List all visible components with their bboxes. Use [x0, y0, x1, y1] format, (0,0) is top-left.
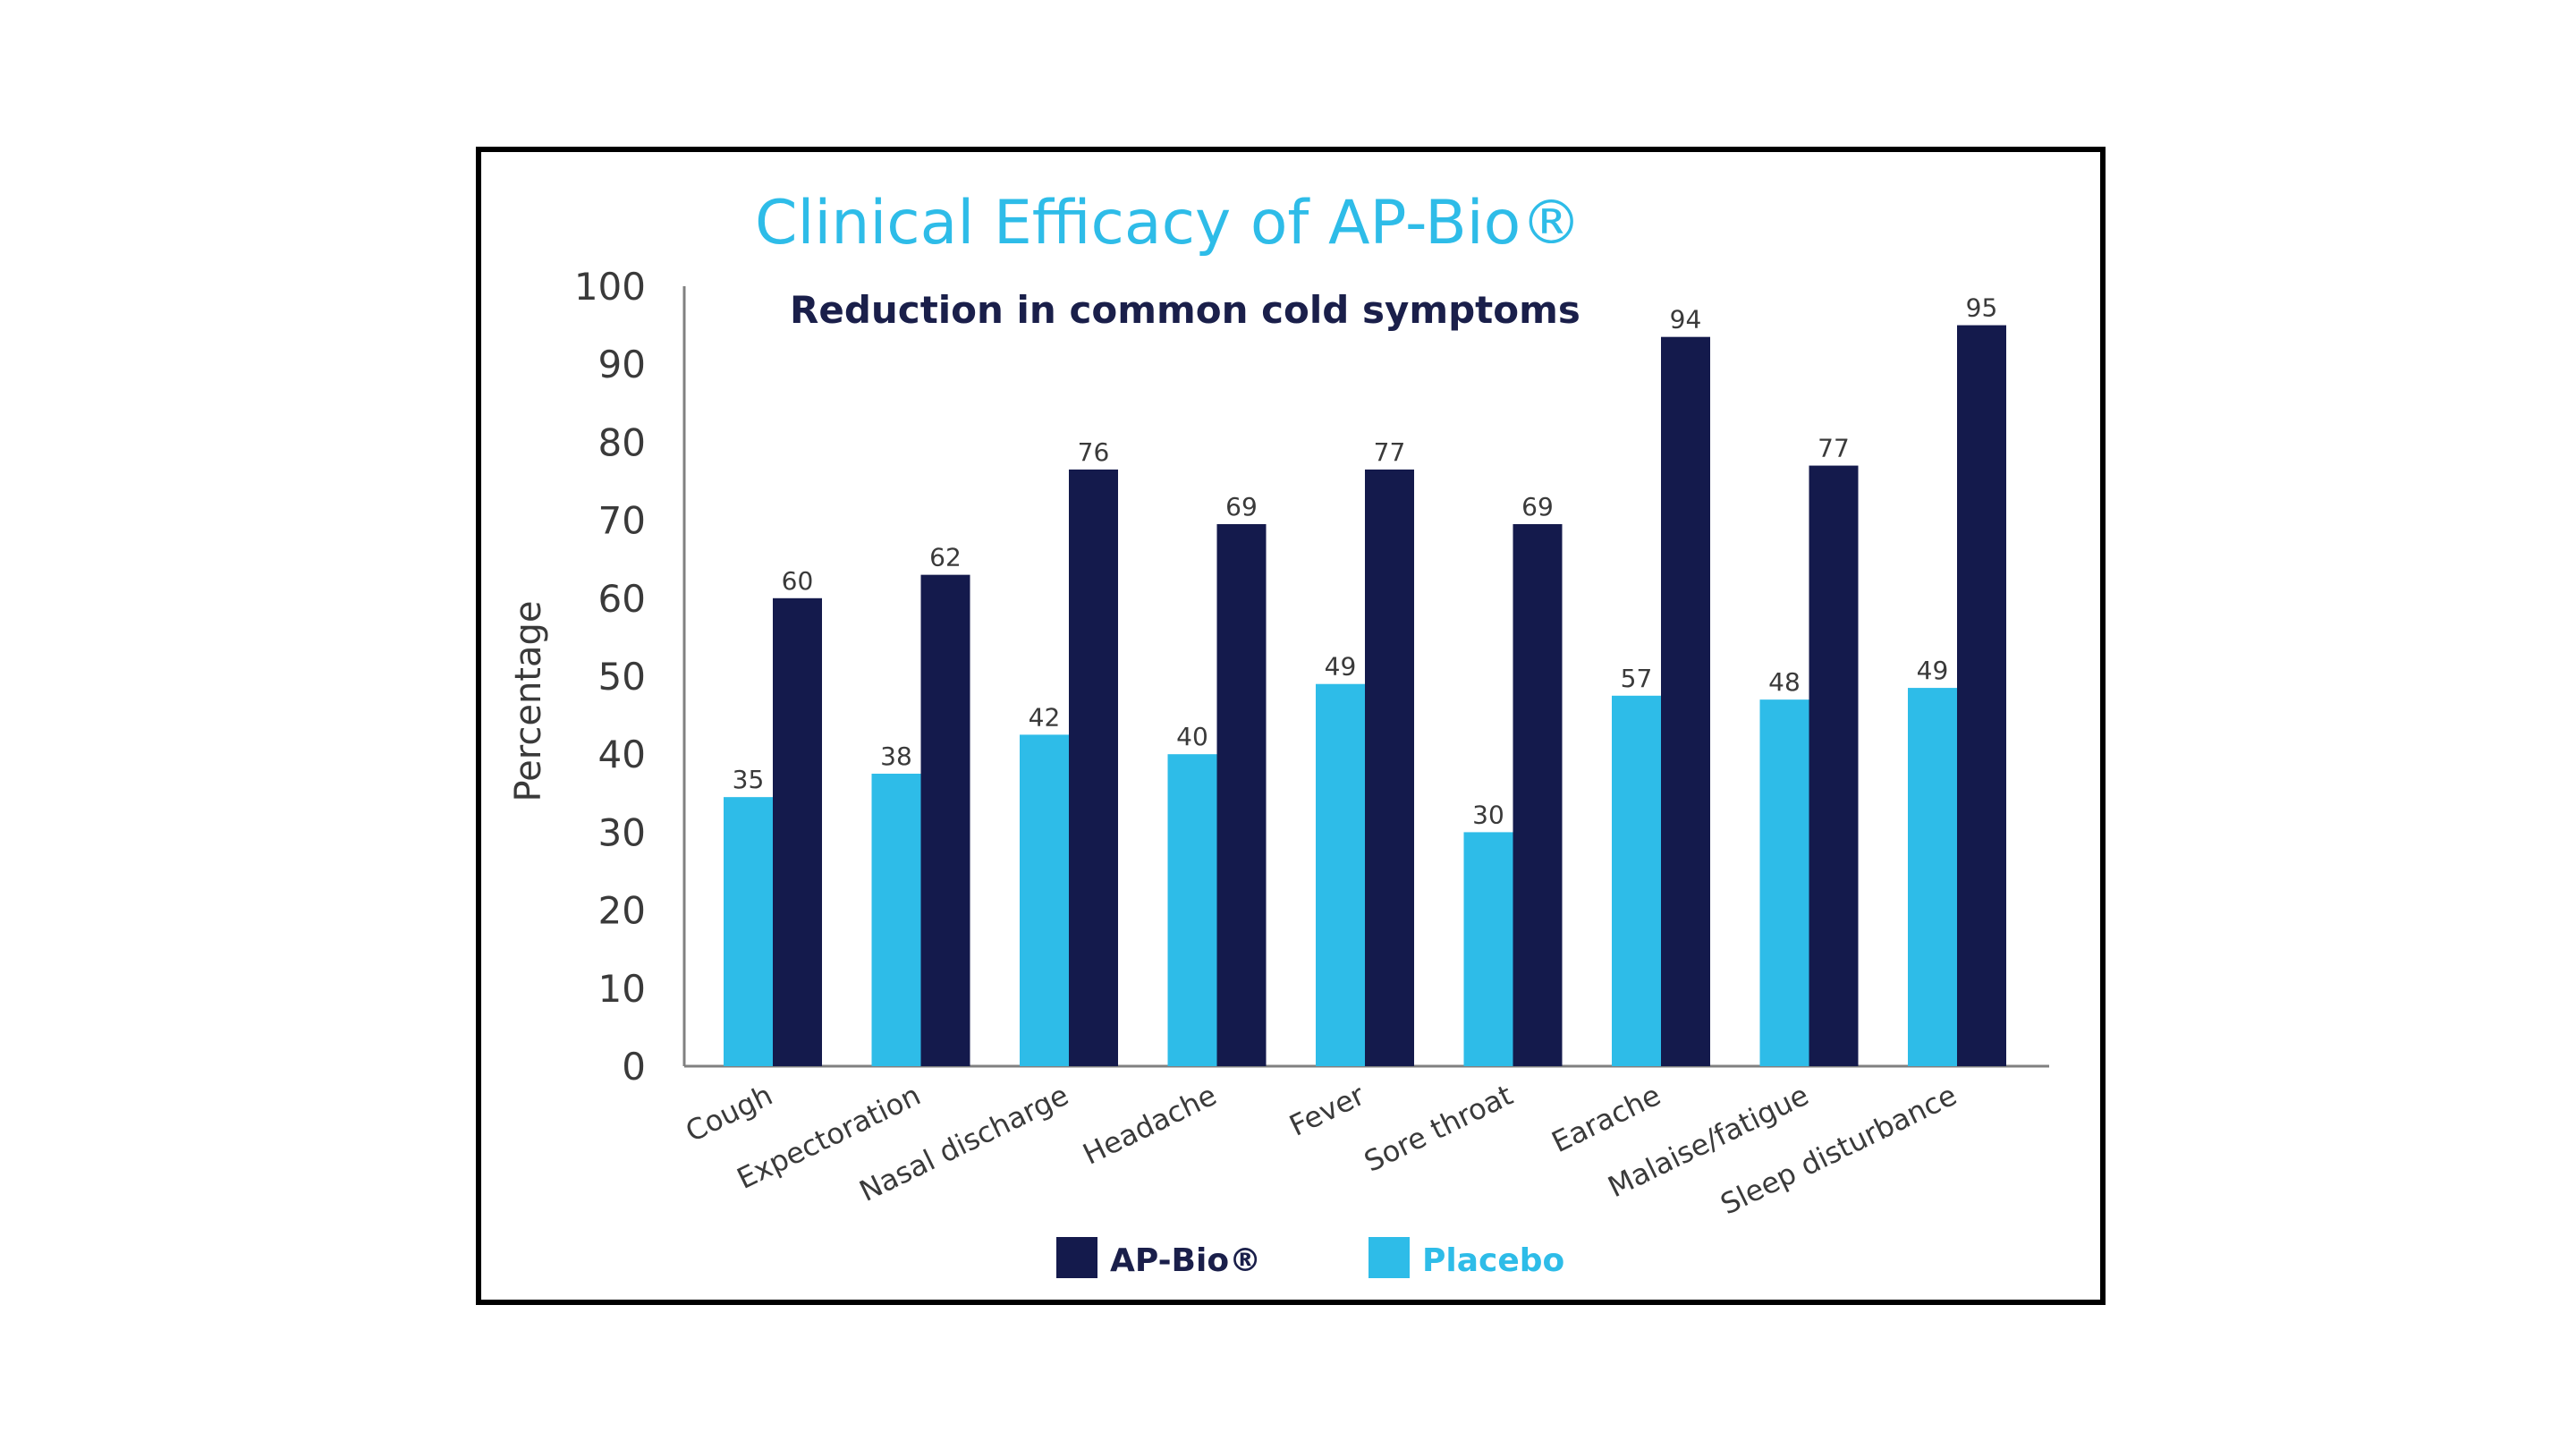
data-label: 95 [1966, 293, 1998, 323]
data-label: 30 [1472, 800, 1504, 829]
bar-ap-bio [1809, 465, 1859, 1066]
data-label: 57 [1621, 664, 1653, 693]
data-label: 48 [1768, 667, 1801, 697]
bar-placebo [1759, 699, 1809, 1066]
y-tick-label: 20 [598, 889, 646, 933]
x-tick-label: Earache [1546, 1078, 1666, 1159]
data-label: 94 [1670, 305, 1702, 335]
bar-ap-bio [1513, 523, 1563, 1066]
legend-swatch [1056, 1237, 1097, 1278]
y-axis-label: Percentage [508, 600, 549, 801]
y-tick-label: 0 [622, 1045, 646, 1089]
y-tick-label: 100 [574, 265, 646, 309]
bar-ap-bio [1661, 336, 1710, 1066]
bar-placebo [1020, 734, 1069, 1066]
bar-ap-bio [1365, 469, 1414, 1066]
data-labels: 35 60 38 62 42 76 40 69 49 77 30 69 57 94 48 77 49 95 [733, 293, 1998, 830]
data-label: 77 [1374, 437, 1406, 467]
x-tick-label: Sleep disturbance [1716, 1078, 1962, 1222]
x-tick-label: Fever [1284, 1078, 1371, 1143]
chart-subtitle: Reduction in common cold symptoms [790, 288, 1580, 332]
data-label: 77 [1818, 434, 1850, 463]
x-tick-label: Cough [680, 1078, 777, 1148]
legend-swatch [1368, 1237, 1410, 1278]
data-label: 69 [1225, 492, 1258, 521]
x-tick-label: Headache [1078, 1078, 1222, 1172]
y-tick-label: 90 [598, 343, 646, 386]
bar-placebo [1167, 754, 1217, 1066]
y-tick-label: 70 [598, 499, 646, 543]
bars [724, 325, 2006, 1067]
bar-ap-bio [773, 597, 822, 1066]
y-tick-label: 60 [598, 577, 646, 621]
y-tick-labels: 0 10 20 30 40 50 60 70 80 90 100 [574, 265, 646, 1089]
bar-placebo [1316, 683, 1365, 1066]
chart-frame: Clinical Efficacy of AP-Bio® Reduction i… [476, 147, 2106, 1305]
data-label: 60 [782, 566, 814, 596]
legend-label: Placebo [1422, 1242, 1564, 1279]
bar-ap-bio [1069, 469, 1118, 1066]
data-label: 49 [1917, 656, 1949, 685]
data-label: 49 [1325, 652, 1357, 682]
x-tick-label: Sore throat [1359, 1078, 1518, 1179]
data-label: 38 [880, 741, 912, 771]
data-label: 35 [733, 765, 765, 794]
chart-title: Clinical Efficacy of AP-Bio® [755, 188, 1581, 258]
y-tick-label: 30 [598, 810, 646, 854]
y-tick-label: 10 [598, 967, 646, 1011]
bar-chart: Clinical Efficacy of AP-Bio® Reduction i… [508, 188, 2049, 1279]
y-tick-label: 50 [598, 655, 646, 699]
data-label: 62 [929, 543, 962, 572]
bar-ap-bio [1957, 325, 2006, 1067]
data-label: 76 [1078, 437, 1110, 467]
y-tick-label: 40 [598, 733, 646, 776]
bar-placebo [871, 774, 921, 1066]
data-label: 42 [1029, 702, 1061, 732]
legend-label: AP-Bio® [1110, 1242, 1261, 1279]
data-label: 69 [1521, 492, 1554, 521]
legend: AP-Bio® Placebo [1056, 1237, 1564, 1279]
bar-placebo [1612, 695, 1661, 1066]
bar-placebo [1463, 832, 1513, 1066]
bar-ap-bio [1216, 523, 1267, 1066]
bar-ap-bio [920, 574, 970, 1066]
data-label: 40 [1176, 722, 1208, 751]
y-tick-label: 80 [598, 420, 646, 464]
bar-placebo [724, 797, 773, 1066]
bar-placebo [1908, 688, 1957, 1066]
